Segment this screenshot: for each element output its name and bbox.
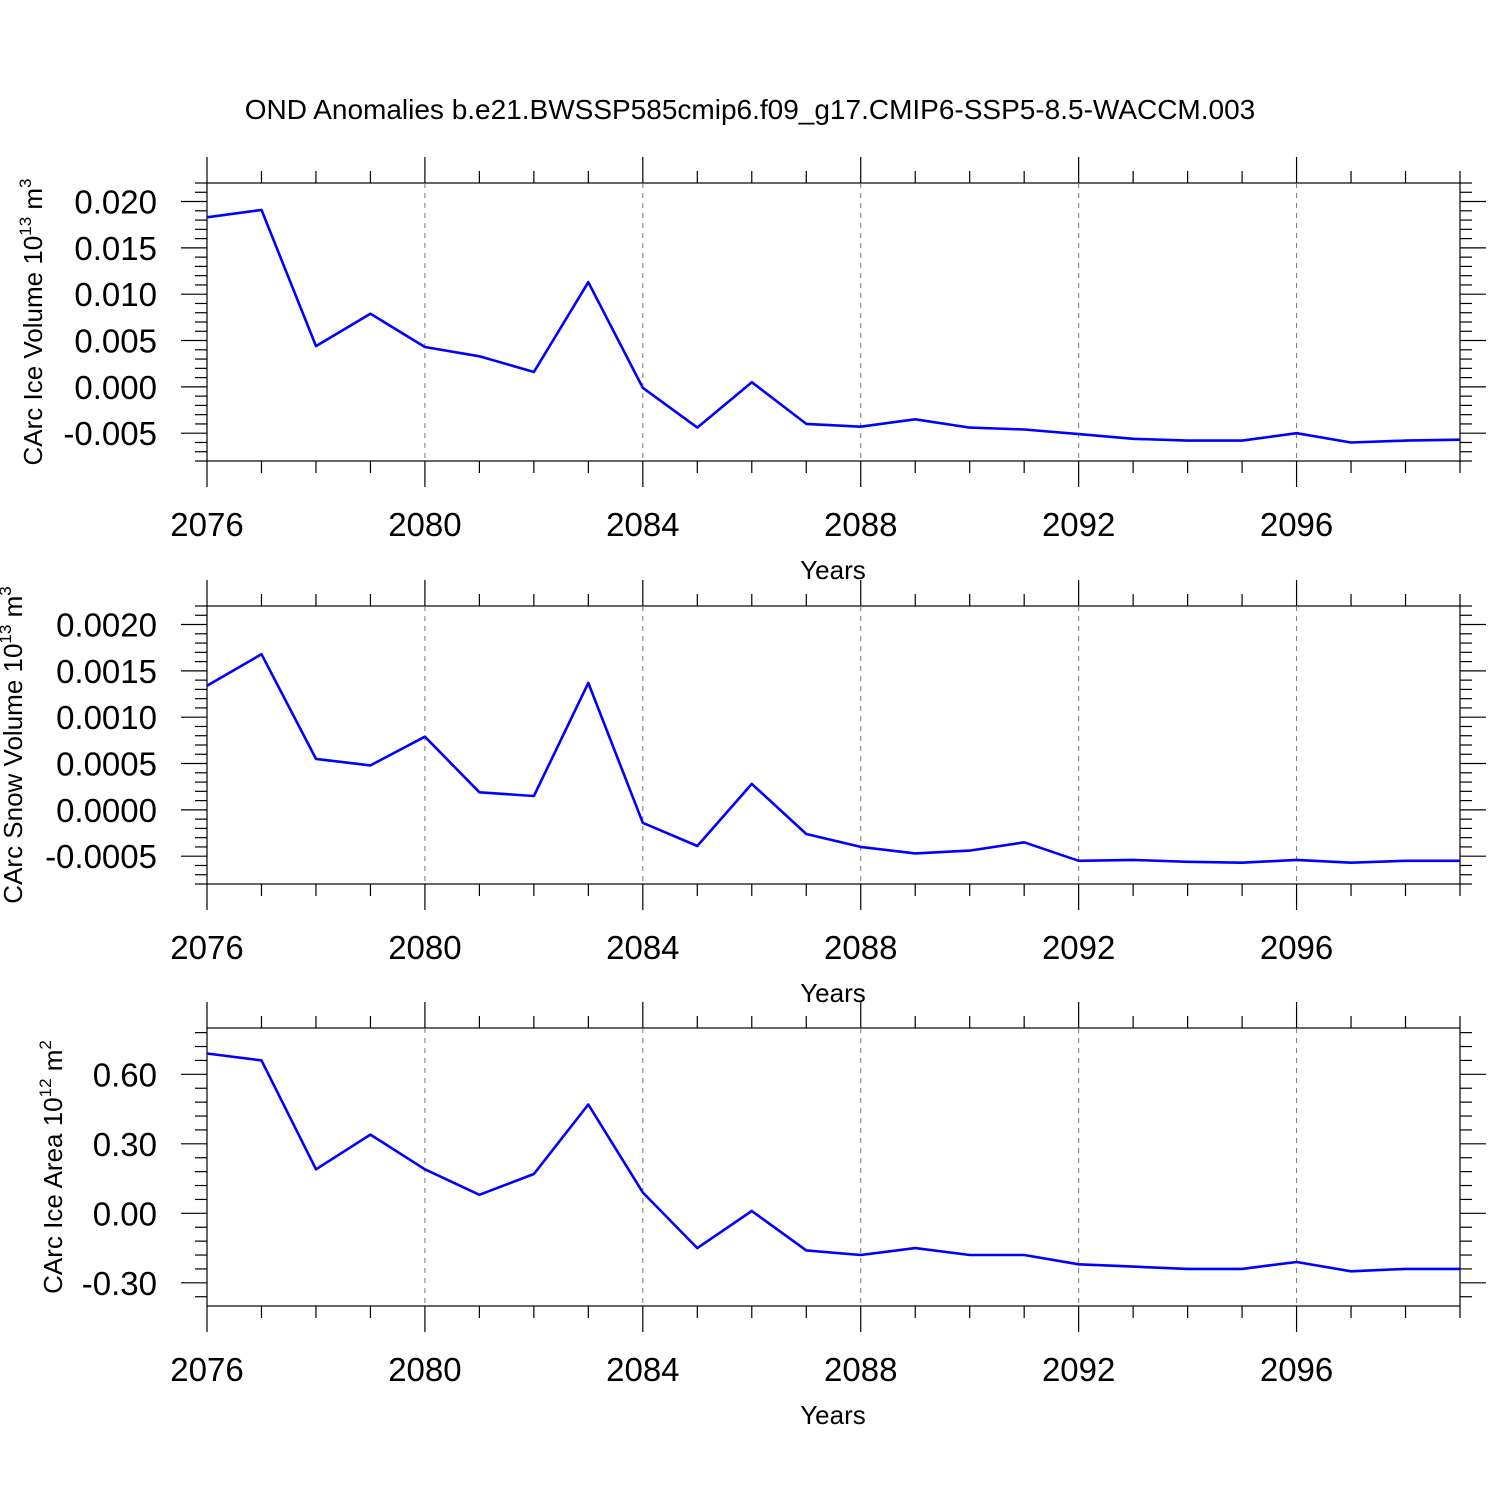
y-axis-label-exponent: 13: [16, 217, 35, 236]
y-tick-label: 0.000: [74, 369, 157, 406]
y-tick-label: -0.005: [63, 415, 157, 452]
x-axis-label: Years: [800, 978, 866, 1008]
y-axis-label-text: m: [38, 1050, 68, 1079]
x-tick-label: 2096: [1260, 929, 1333, 966]
x-tick-label: 2092: [1042, 929, 1115, 966]
x-tick-label: 2084: [606, 929, 679, 966]
y-tick-label: -0.0005: [45, 838, 157, 875]
y-axis-label-text: m: [18, 188, 48, 217]
x-tick-label: 2076: [170, 506, 243, 543]
figure-title: OND Anomalies b.e21.BWSSP585cmip6.f09_g1…: [245, 94, 1256, 125]
x-axis-label: Years: [800, 555, 866, 585]
x-tick-label: 2096: [1260, 506, 1333, 543]
y-tick-label: 0.020: [74, 184, 157, 221]
y-axis-label-text: m: [0, 596, 28, 625]
x-axis-label: Years: [800, 1400, 866, 1430]
y-tick-label: 0.0005: [56, 746, 157, 783]
plot-frame: [206, 605, 1461, 885]
x-tick-label: 2080: [388, 929, 461, 966]
x-tick-label: 2076: [170, 929, 243, 966]
x-tick-label: 2088: [824, 929, 897, 966]
y-tick-label: 0.0000: [56, 792, 157, 829]
y-axis-label-exponent: 3: [16, 178, 35, 187]
y-axis-label-text: CArc Snow Volume 10: [0, 644, 28, 904]
y-axis-label-exponent: 13: [0, 625, 15, 644]
y-tick-label: 0.0020: [56, 607, 157, 644]
x-tick-label: 2092: [1042, 506, 1115, 543]
y-tick-label: 0.0010: [56, 699, 157, 736]
x-tick-label: 2096: [1260, 1351, 1333, 1388]
plot-frame: [206, 182, 1461, 462]
y-axis-label: CArc Ice Volume 1013 m3: [16, 178, 48, 465]
chart-panel-2: -0.0005 0.0000 0.0005 0.0010 0.0015 0.0020 207…: [0, 580, 1486, 1008]
x-tick-label: 2084: [606, 506, 679, 543]
x-tick-label: 2076: [170, 1351, 243, 1388]
x-tick-label: 2084: [606, 1351, 679, 1388]
y-tick-label: 0.0015: [56, 653, 157, 690]
x-tick-label: 2088: [824, 1351, 897, 1388]
chart-panel-1: -0.005 0.000 0.005 0.010 0.015 0.020 2076 2080 2…: [16, 157, 1486, 585]
y-tick-label: 0.00: [93, 1195, 157, 1232]
x-tick-label: 2092: [1042, 1351, 1115, 1388]
plot-frame: [206, 1027, 1461, 1307]
x-tick-label: 2088: [824, 506, 897, 543]
y-axis-label-exponent: 3: [0, 586, 15, 595]
x-tick-label: 2080: [388, 506, 461, 543]
y-tick-label: 0.010: [74, 276, 157, 313]
chart-panel-3: -0.30 0.00 0.30 0.60 2076 2080 2084 2088 2092 209…: [36, 1002, 1486, 1430]
data-line: [206, 208, 1461, 444]
x-tick-label: 2080: [388, 1351, 461, 1388]
y-axis-label-exponent: 2: [36, 1040, 55, 1049]
y-tick-label: 0.015: [74, 230, 157, 267]
data-line: [206, 1052, 1460, 1273]
data-line: [206, 652, 1460, 865]
y-axis-label-text: CArc Ice Area 10: [38, 1097, 68, 1294]
y-tick-label: -0.30: [82, 1265, 157, 1302]
y-axis-label-exponent: 12: [36, 1078, 55, 1097]
y-axis-label: CArc Ice Area 1012 m2: [36, 1040, 68, 1294]
y-tick-label: 0.30: [93, 1126, 157, 1163]
y-tick-label: 0.005: [74, 323, 157, 360]
y-axis-label: CArc Snow Volume 1013 m3: [0, 586, 28, 903]
y-axis-label-text: CArc Ice Volume 10: [18, 236, 48, 466]
y-tick-label: 0.60: [93, 1056, 157, 1093]
panels: -0.005 0.000 0.005 0.010 0.015 0.020 2076 2080 2…: [0, 157, 1486, 1430]
